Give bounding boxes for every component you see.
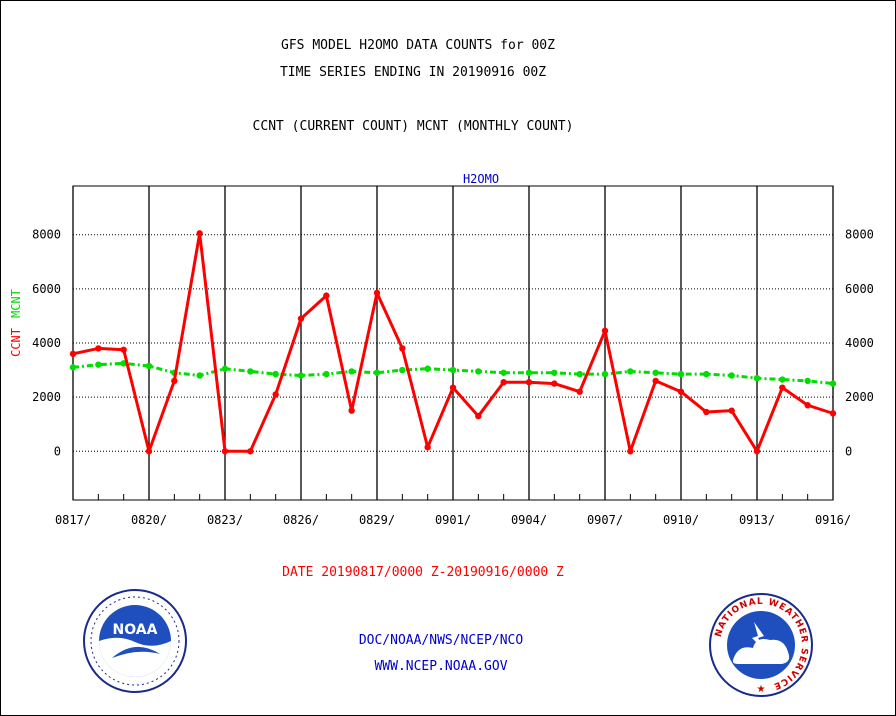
x-tick-label: 0904/ bbox=[511, 513, 547, 527]
data-point-ccnt bbox=[525, 379, 533, 386]
data-point-mcnt bbox=[551, 369, 558, 376]
chart-title-line2: TIME SERIES ENDING IN 20190916 00Z bbox=[279, 65, 547, 80]
y-tick-label-left: 2000 bbox=[32, 390, 61, 404]
data-point-mcnt bbox=[601, 370, 609, 378]
data-point-mcnt bbox=[95, 361, 102, 368]
data-point-ccnt bbox=[779, 384, 786, 391]
y-axis-label: CCNT MCNT bbox=[9, 289, 23, 357]
data-point-mcnt bbox=[449, 366, 457, 374]
data-point-ccnt bbox=[196, 230, 203, 237]
data-point-ccnt bbox=[601, 327, 609, 335]
x-tick-label: 0817/ bbox=[55, 513, 91, 527]
data-point-ccnt bbox=[677, 388, 685, 395]
x-tick-label: 0829/ bbox=[359, 513, 395, 527]
data-point-ccnt bbox=[627, 448, 634, 455]
y-tick-label-right: 4000 bbox=[845, 336, 874, 350]
noaa-logo: NOAA bbox=[83, 589, 187, 693]
website-label: WWW.NCEP.NOAA.GOV bbox=[374, 659, 508, 674]
y-tick-label-left: 6000 bbox=[32, 282, 61, 296]
x-tick-label: 0901/ bbox=[435, 513, 471, 527]
chart-subtitle: CCNT (CURRENT COUNT) MCNT (MONTHLY COUNT… bbox=[252, 119, 574, 134]
data-point-ccnt bbox=[500, 379, 507, 386]
data-point-ccnt bbox=[95, 345, 102, 352]
data-point-mcnt bbox=[677, 370, 685, 378]
data-point-ccnt bbox=[69, 350, 77, 358]
data-point-mcnt bbox=[272, 370, 279, 378]
x-tick-label: 0907/ bbox=[587, 513, 623, 527]
data-point-ccnt bbox=[652, 377, 659, 385]
data-point-ccnt bbox=[171, 377, 178, 385]
data-point-mcnt bbox=[652, 369, 659, 376]
data-point-ccnt bbox=[348, 407, 355, 414]
nws-logo: NATIONAL WEATHER SERVICE ★ bbox=[709, 593, 813, 697]
data-point-ccnt bbox=[829, 410, 837, 417]
noaa-logo-text: NOAA bbox=[113, 622, 158, 638]
data-point-ccnt bbox=[576, 388, 583, 395]
org-label: DOC/NOAA/NWS/NCEP/NCO bbox=[358, 633, 524, 648]
data-point-mcnt bbox=[500, 369, 507, 376]
data-point-mcnt bbox=[475, 368, 482, 375]
data-point-ccnt bbox=[297, 315, 305, 322]
y-tick-label-left: 4000 bbox=[32, 336, 61, 350]
data-point-ccnt bbox=[323, 292, 330, 299]
data-point-mcnt bbox=[69, 364, 77, 371]
y-tick-label-left: 8000 bbox=[32, 228, 61, 242]
y-axis-label-ccnt: CCNT bbox=[9, 328, 23, 357]
data-point-ccnt bbox=[120, 346, 127, 353]
y-axis-label-mcnt: MCNT bbox=[9, 289, 23, 318]
x-tick-label: 0826/ bbox=[283, 513, 319, 527]
data-point-mcnt bbox=[297, 372, 305, 379]
data-point-ccnt bbox=[145, 448, 153, 455]
data-point-ccnt bbox=[804, 402, 811, 409]
data-point-mcnt bbox=[576, 370, 583, 378]
data-point-mcnt bbox=[525, 369, 533, 376]
data-point-mcnt bbox=[196, 372, 203, 379]
data-point-mcnt bbox=[804, 377, 811, 385]
date-range-label: DATE 20190817/0000 Z-20190916/0000 Z bbox=[282, 565, 564, 580]
x-tick-label: 0913/ bbox=[739, 513, 775, 527]
data-point-ccnt bbox=[399, 345, 406, 352]
y-tick-label-right: 6000 bbox=[845, 282, 874, 296]
x-tick-label: 0820/ bbox=[131, 513, 167, 527]
nws-star-icon: ★ bbox=[757, 684, 766, 695]
data-point-ccnt bbox=[449, 384, 457, 391]
data-point-ccnt bbox=[221, 448, 229, 455]
data-point-mcnt bbox=[779, 376, 786, 383]
data-point-ccnt bbox=[272, 391, 279, 398]
y-tick-label-right: 0 bbox=[845, 444, 852, 458]
data-point-ccnt bbox=[424, 444, 431, 451]
data-point-mcnt bbox=[247, 368, 254, 375]
data-point-mcnt bbox=[323, 370, 330, 378]
data-point-mcnt bbox=[373, 369, 381, 376]
chart-title-line1: GFS MODEL H2OMO DATA COUNTS for 00Z bbox=[281, 38, 555, 53]
x-tick-label: 0910/ bbox=[663, 513, 699, 527]
data-point-ccnt bbox=[551, 380, 558, 387]
y-tick-label-right: 8000 bbox=[845, 228, 874, 242]
data-point-mcnt bbox=[728, 372, 735, 379]
data-point-mcnt bbox=[424, 365, 431, 372]
data-point-ccnt bbox=[728, 407, 735, 414]
data-point-ccnt bbox=[475, 412, 482, 420]
data-point-mcnt bbox=[829, 380, 837, 387]
x-tick-label: 0916/ bbox=[815, 513, 851, 527]
data-point-mcnt bbox=[627, 368, 634, 375]
data-point-mcnt bbox=[399, 366, 406, 374]
data-point-ccnt bbox=[373, 289, 381, 297]
y-tick-label-left: 0 bbox=[54, 444, 61, 458]
data-point-mcnt bbox=[703, 370, 710, 378]
data-point-ccnt bbox=[703, 408, 710, 416]
data-point-mcnt bbox=[221, 365, 229, 372]
data-point-ccnt bbox=[753, 448, 761, 455]
data-point-mcnt bbox=[348, 368, 355, 375]
x-tick-label: 0823/ bbox=[207, 513, 243, 527]
panel-label: H2OMO bbox=[463, 172, 499, 186]
data-point-mcnt bbox=[145, 362, 153, 370]
data-point-mcnt bbox=[753, 374, 761, 382]
y-tick-label-right: 2000 bbox=[845, 390, 874, 404]
data-point-ccnt bbox=[247, 448, 254, 455]
